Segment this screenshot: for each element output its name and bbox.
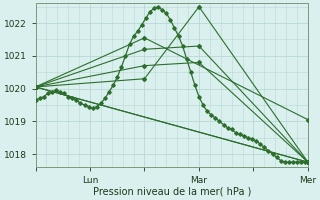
- X-axis label: Pression niveau de la mer( hPa ): Pression niveau de la mer( hPa ): [92, 187, 251, 197]
